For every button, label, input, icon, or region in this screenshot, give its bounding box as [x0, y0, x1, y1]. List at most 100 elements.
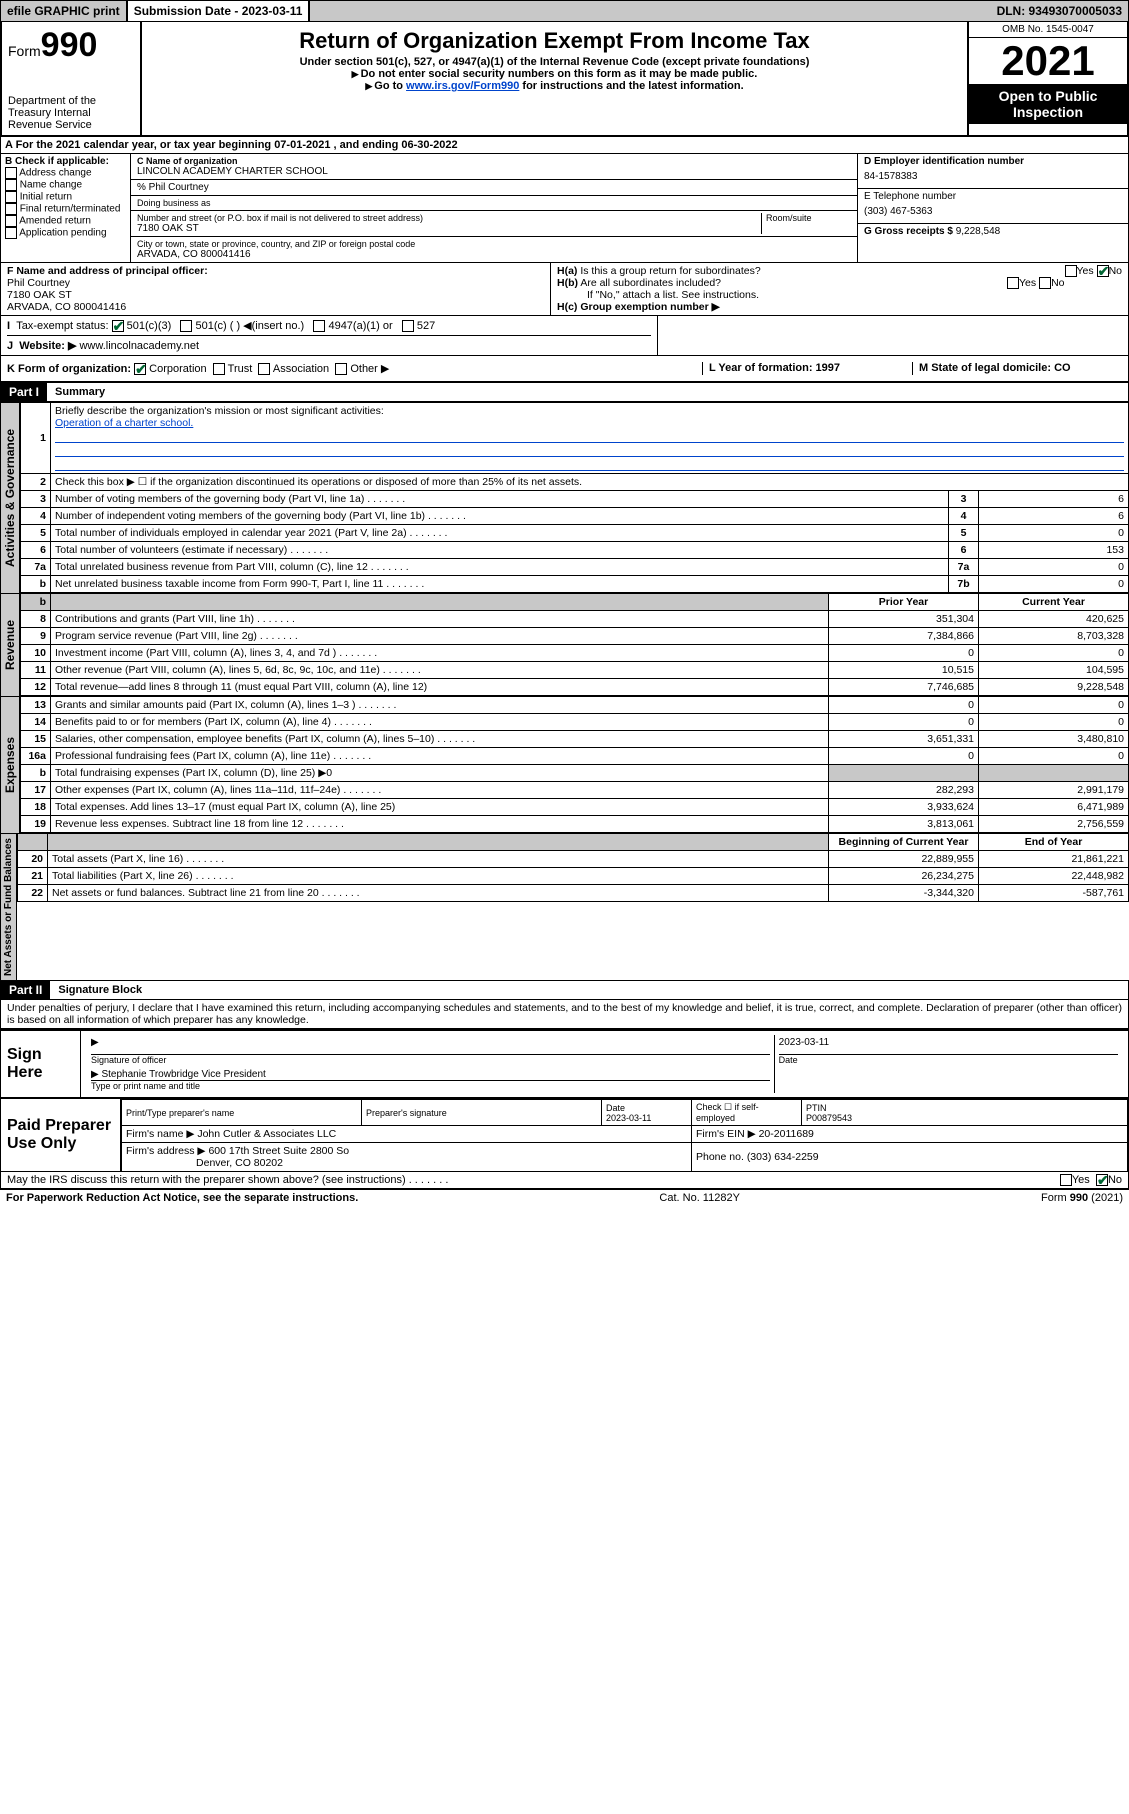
b-label: B Check if applicable: — [5, 156, 126, 167]
q1-label: Briefly describe the organization's miss… — [55, 405, 384, 417]
k-corp[interactable] — [134, 363, 146, 375]
ptin: P00879543 — [806, 1113, 852, 1123]
dba-label: Doing business as — [131, 196, 857, 211]
table-row: 22Net assets or fund balances. Subtract … — [18, 885, 1129, 902]
b-initial-return[interactable]: Initial return — [5, 191, 126, 203]
vtab-governance: Activities & Governance — [0, 402, 20, 593]
line-a-tax-year: A For the 2021 calendar year, or tax yea… — [0, 137, 1129, 154]
revenue-table: bPrior YearCurrent Year 8Contributions a… — [20, 593, 1129, 696]
col-current: Current Year — [979, 594, 1129, 611]
identity-block: B Check if applicable: Address change Na… — [0, 154, 1129, 263]
table-row: 8Contributions and grants (Part VIII, li… — [21, 611, 1129, 628]
i-527[interactable] — [402, 320, 414, 332]
prep-sig-label: Preparer's signature — [362, 1100, 602, 1126]
firm-name-label: Firm's name ▶ — [126, 1128, 194, 1140]
b-app-pending[interactable]: Application pending — [5, 227, 126, 239]
q1-answer: Operation of a charter school. — [55, 417, 193, 429]
table-row: 19Revenue less expenses. Subtract line 1… — [21, 816, 1129, 833]
street: 7180 OAK ST — [137, 223, 761, 234]
k-trust[interactable] — [213, 363, 225, 375]
vtab-netassets: Net Assets or Fund Balances — [0, 833, 17, 980]
part-i-title: Summary — [47, 384, 113, 400]
paid-preparer-label: Paid Preparer Use Only — [1, 1099, 121, 1171]
f-name: Phil Courtney — [7, 277, 544, 289]
form-prefix: Form — [8, 43, 41, 59]
ha-yes[interactable] — [1065, 265, 1077, 277]
i-4947[interactable] — [313, 320, 325, 332]
discuss-text: May the IRS discuss this return with the… — [7, 1174, 1060, 1186]
table-row: 13Grants and similar amounts paid (Part … — [21, 697, 1129, 714]
h-b: H(b) Are all subordinates included? Yes … — [557, 277, 1122, 289]
b-amended-return[interactable]: Amended return — [5, 215, 126, 227]
sub3-post: for instructions and the latest informat… — [519, 80, 743, 92]
part-ii-title: Signature Block — [50, 982, 150, 998]
website: www.lincolnacademy.net — [79, 340, 199, 352]
hb-yes[interactable] — [1007, 277, 1019, 289]
table-row: 7aTotal unrelated business revenue from … — [21, 559, 1129, 576]
room-label: Room/suite — [761, 213, 851, 234]
table-row: 5Total number of individuals employed in… — [21, 525, 1129, 542]
prep-name-label: Print/Type preparer's name — [122, 1100, 362, 1126]
topbar: efile GRAPHIC print Submission Date - 20… — [0, 0, 1129, 22]
table-row: 3Number of voting members of the governi… — [21, 491, 1129, 508]
b-final-return[interactable]: Final return/terminated — [5, 203, 126, 215]
table-row: 12Total revenue—add lines 8 through 11 (… — [21, 679, 1129, 696]
i-501c3[interactable] — [112, 320, 124, 332]
col-end: End of Year — [979, 834, 1129, 851]
table-row: 14Benefits paid to or for members (Part … — [21, 714, 1129, 731]
k-assoc[interactable] — [258, 363, 270, 375]
f-city: ARVADA, CO 800041416 — [7, 301, 544, 313]
g-label: G Gross receipts $ — [864, 226, 953, 237]
sub3-pre: Go to — [374, 80, 406, 92]
b-name-change[interactable]: Name change — [5, 179, 126, 191]
k-l-m-block: K Form of organization: Corporation Trus… — [0, 356, 1129, 382]
b-address-change[interactable]: Address change — [5, 167, 126, 179]
subtitle-1: Under section 501(c), 527, or 4947(a)(1)… — [148, 56, 961, 68]
irs-link[interactable]: www.irs.gov/Form990 — [406, 80, 519, 92]
table-row: 20Total assets (Part X, line 16)22,889,9… — [18, 851, 1129, 868]
hb-no[interactable] — [1039, 277, 1051, 289]
firm-addr2: Denver, CO 80202 — [196, 1157, 283, 1169]
i-501c[interactable] — [180, 320, 192, 332]
table-row: 17Other expenses (Part IX, column (A), l… — [21, 782, 1129, 799]
officer-name: Stephanie Trowbridge Vice President — [101, 1069, 265, 1080]
ha-no[interactable] — [1097, 265, 1109, 277]
netassets-table: Beginning of Current YearEnd of Year 20T… — [17, 833, 1129, 902]
sig-officer-label: Signature of officer — [91, 1055, 770, 1065]
form-header: Form990 Department of the Treasury Inter… — [0, 22, 1129, 137]
dln: DLN: 93493070005033 — [991, 1, 1128, 21]
paid-preparer-block: Paid Preparer Use Only Print/Type prepar… — [0, 1099, 1129, 1172]
q2: Check this box ▶ ☐ if the organization d… — [51, 474, 1129, 491]
discuss-yes[interactable] — [1060, 1174, 1072, 1186]
footer-right: Form 990 (2021) — [1041, 1192, 1123, 1204]
sign-date-label: Date — [779, 1055, 1118, 1065]
table-row: 16aProfessional fundraising fees (Part I… — [21, 748, 1129, 765]
part-i-header: Part I Summary — [0, 382, 1129, 402]
k-other[interactable] — [335, 363, 347, 375]
j-label: Website: ▶ — [19, 340, 76, 352]
h-c: H(c) Group exemption number ▶ — [557, 301, 1122, 313]
table-row: 9Program service revenue (Part VIII, lin… — [21, 628, 1129, 645]
firm-phone: (303) 634-2259 — [747, 1151, 819, 1163]
part-ii-header: Part II Signature Block — [0, 980, 1129, 1000]
discuss-line: May the IRS discuss this return with the… — [0, 1172, 1129, 1189]
f-label: F Name and address of principal officer: — [7, 265, 544, 277]
table-row: 10Investment income (Part VIII, column (… — [21, 645, 1129, 662]
table-row: 11Other revenue (Part VIII, column (A), … — [21, 662, 1129, 679]
e-phone-label: E Telephone number — [864, 191, 1122, 202]
table-row: bNet unrelated business taxable income f… — [21, 576, 1129, 593]
discuss-no[interactable] — [1096, 1174, 1108, 1186]
f-street: 7180 OAK ST — [7, 289, 544, 301]
self-emp-label: Check ☐ if self-employed — [692, 1100, 802, 1126]
e-phone: (303) 467-5363 — [864, 202, 1122, 221]
subtitle-2: Do not enter social security numbers on … — [148, 68, 961, 80]
h-b-note: If "No," attach a list. See instructions… — [557, 289, 1122, 301]
vtab-revenue: Revenue — [0, 593, 20, 696]
table-row: 18Total expenses. Add lines 13–17 (must … — [21, 799, 1129, 816]
firm-ein: 20-2011689 — [759, 1128, 814, 1140]
submission-date: Submission Date - 2023-03-11 — [128, 1, 311, 21]
sign-date: 2023-03-11 — [779, 1037, 1118, 1055]
sign-here-label: Sign Here — [1, 1031, 81, 1097]
city-label: City or town, state or province, country… — [137, 239, 851, 249]
table-row: 15Salaries, other compensation, employee… — [21, 731, 1129, 748]
